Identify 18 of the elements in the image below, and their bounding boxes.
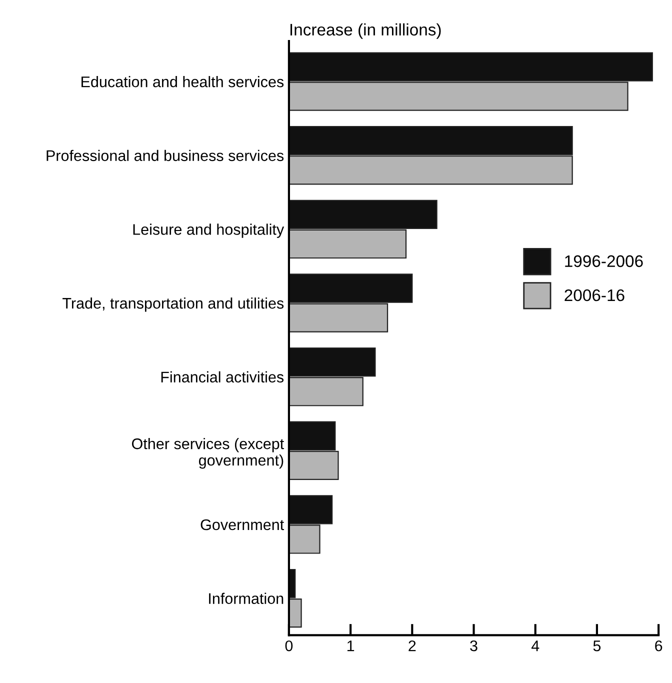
legend-label: 1996-2006	[565, 255, 643, 268]
x-tick-label: 4	[531, 640, 540, 652]
x-axis-title: Increase (in millions)	[290, 23, 441, 39]
x-tick-label: 5	[593, 640, 601, 652]
y-tick-label: Government	[200, 519, 284, 530]
y-tick-label: Trade, transportation and utilities	[62, 297, 284, 312]
y-tick-label: Professional and business services	[46, 150, 284, 162]
x-tick-label: 2	[408, 640, 416, 652]
y-tick-label: Financial activities	[161, 371, 284, 383]
legend-label: 2006-16	[564, 289, 624, 302]
y-tick-label: Information	[209, 592, 284, 604]
y-tick-label: Other services (except government)	[132, 438, 284, 469]
x-tick-label: 1	[347, 640, 354, 652]
y-tick-label: Education and health services	[82, 76, 284, 88]
y-tick-label: Leisure and hospitality	[133, 224, 284, 238]
x-tick-label: 6	[655, 640, 662, 652]
x-tick-label: 0	[285, 640, 293, 652]
x-tick-label: 3	[470, 640, 478, 652]
